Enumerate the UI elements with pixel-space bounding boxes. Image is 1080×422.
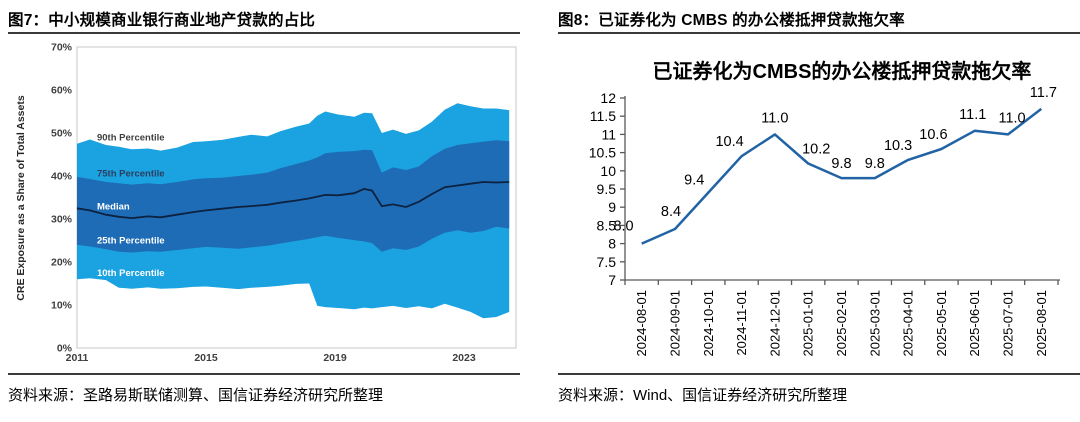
svg-text:30%: 30%	[51, 214, 73, 226]
svg-text:2015: 2015	[194, 352, 218, 364]
svg-text:2011: 2011	[66, 352, 89, 364]
band-25th-75th	[77, 140, 510, 253]
x-axis-tick-labels: 2024-08-01 2024-09-01 2024-10-01 2024-11-01…	[634, 290, 1049, 357]
svg-text:11.1: 11.1	[959, 107, 986, 123]
cmbs-delinquency-line-chart: 已证券化为CMBS的办公楼抵押贷款拖欠率 7 7.5 8 8.5 9 9.5 10 10.5 11…	[589, 59, 1060, 357]
svg-text:25th Percentile: 25th Percentile	[97, 236, 165, 247]
x-axis-ticks	[624, 280, 1059, 285]
svg-text:2025-04-01: 2025-04-01	[901, 290, 916, 357]
band-labels: 90th Percentile 75th Percentile Median 25th…	[97, 132, 165, 278]
svg-text:8.0: 8.0	[613, 219, 633, 235]
figure8-source-rule	[558, 373, 1080, 375]
svg-text:2025-08-01: 2025-08-01	[1034, 290, 1049, 357]
svg-text:2024-11-01: 2024-11-01	[734, 290, 749, 356]
svg-text:2024-12-01: 2024-12-01	[767, 290, 782, 357]
svg-text:2024-08-01: 2024-08-01	[634, 290, 649, 357]
svg-text:50%: 50%	[51, 128, 73, 140]
figure7-title-rule	[8, 32, 520, 34]
svg-text:2023: 2023	[452, 352, 476, 364]
svg-text:90th Percentile: 90th Percentile	[97, 132, 165, 143]
svg-text:2025-07-01: 2025-07-01	[1001, 290, 1016, 357]
chart-inner-title: 已证券化为CMBS的办公楼抵押贷款拖欠率	[653, 59, 1032, 83]
svg-text:9.4: 9.4	[684, 173, 704, 189]
svg-text:9.5: 9.5	[597, 181, 617, 197]
svg-text:10.2: 10.2	[802, 142, 830, 158]
svg-text:11.5: 11.5	[590, 108, 616, 124]
svg-text:11.7: 11.7	[1030, 85, 1057, 101]
svg-text:10th Percentile: 10th Percentile	[97, 268, 165, 279]
figure7-title: 图7：中小规模商业银行商业地产贷款的占比	[8, 12, 316, 29]
y-axis-title: CRE Exposure as a Share of Total Assets	[15, 95, 27, 301]
figure8-title: 图8：已证券化为 CMBS 的办公楼抵押贷款拖欠率	[558, 12, 905, 29]
svg-text:7.5: 7.5	[597, 254, 617, 270]
figure7-source: 资料来源：圣路易斯联储测算、国信证券经济研究所整理	[8, 387, 384, 404]
svg-text:8: 8	[608, 236, 616, 252]
figure8-source: 资料来源：Wind、国信证券经济研究所整理	[558, 387, 848, 404]
figure7-panel: 图7：中小规模商业银行商业地产贷款的占比 0% 10% 20% 30% 40% 50% 60…	[8, 12, 520, 404]
svg-text:9: 9	[608, 199, 616, 215]
y-axis-tick-labels: 0% 10% 20% 30% 40% 50% 60% 70%	[51, 42, 73, 355]
x-axis-tick-labels: 2011 2015 2019 2023	[66, 352, 476, 364]
median-line	[76, 181, 510, 220]
figure7-source-rule	[8, 373, 520, 375]
svg-text:11: 11	[601, 126, 616, 142]
svg-text:10.3: 10.3	[884, 138, 912, 154]
svg-text:10: 10	[600, 163, 616, 179]
svg-text:2025-03-01: 2025-03-01	[867, 290, 882, 357]
figure8-title-rule	[558, 32, 1080, 34]
svg-text:2024-09-01: 2024-09-01	[667, 290, 682, 357]
svg-text:0%: 0%	[57, 343, 73, 355]
svg-text:2025-05-01: 2025-05-01	[934, 290, 949, 357]
svg-text:2025-01-01: 2025-01-01	[801, 290, 816, 357]
svg-text:9.8: 9.8	[831, 156, 851, 172]
svg-text:7: 7	[608, 272, 616, 288]
svg-text:10.6: 10.6	[919, 127, 947, 143]
svg-text:8.4: 8.4	[661, 204, 681, 220]
svg-text:2025-02-01: 2025-02-01	[834, 290, 849, 357]
figure8-panel: 图8：已证券化为 CMBS 的办公楼抵押贷款拖欠率 已证券化为CMBS的办公楼抵…	[540, 0, 1080, 422]
svg-text:20%: 20%	[51, 257, 73, 269]
svg-text:60%: 60%	[51, 85, 73, 97]
svg-text:40%: 40%	[51, 171, 73, 183]
svg-text:70%: 70%	[51, 42, 73, 54]
svg-text:10.5: 10.5	[589, 145, 616, 161]
svg-text:10%: 10%	[51, 300, 73, 312]
svg-text:12: 12	[600, 90, 616, 106]
svg-text:11.0: 11.0	[998, 110, 1025, 126]
svg-text:8.5: 8.5	[597, 217, 617, 233]
svg-text:75th Percentile: 75th Percentile	[97, 168, 165, 179]
svg-text:2024-10-01: 2024-10-01	[701, 290, 716, 357]
y-axis-tick-labels: 7 7.5 8 8.5 9 9.5 10 10.5 11 11.5 12	[589, 90, 625, 288]
svg-text:2025-06-01: 2025-06-01	[967, 290, 982, 357]
cre-percentile-band-chart: 0% 10% 20% 30% 40% 50% 60% 70% 2011 2015 2019 2023 C…	[15, 42, 517, 364]
svg-text:10.4: 10.4	[715, 134, 743, 150]
data-point-labels: 8.08.49.410.411.010.29.8 9.810.310.611.1 1…	[613, 85, 1056, 235]
svg-text:2019: 2019	[323, 352, 347, 364]
svg-text:11.0: 11.0	[761, 110, 788, 126]
svg-text:9.8: 9.8	[865, 156, 885, 172]
delinquency-rate-line	[641, 107, 1043, 245]
svg-text:Median: Median	[97, 202, 130, 213]
